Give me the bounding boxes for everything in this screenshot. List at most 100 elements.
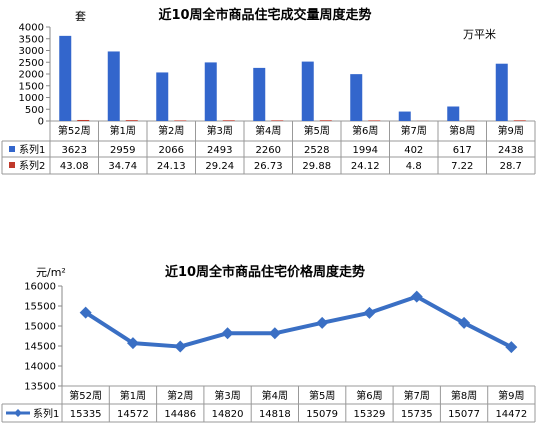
price-point [363, 307, 375, 319]
table-cell-series2: 28.7 [500, 161, 522, 172]
price-point [269, 327, 281, 339]
table-cell-series2: 24.12 [351, 161, 380, 172]
table-cell-series2: 34.74 [108, 161, 137, 172]
y-tick-label: 3000 [19, 46, 44, 57]
bar-series2 [368, 120, 380, 121]
y-tick-label: 0 [38, 117, 44, 128]
table-cell-series1: 2493 [207, 145, 232, 156]
y-tick-label: 1500 [19, 81, 44, 92]
bar-series2 [320, 120, 332, 121]
price-line-series1 [86, 297, 512, 348]
table-cell-series1: 2959 [110, 145, 135, 156]
bar-series1 [350, 74, 362, 121]
price-point [222, 327, 234, 339]
table-cell-series2: 7.22 [451, 161, 473, 172]
bar-series1 [447, 107, 459, 121]
category-label: 第1周 [110, 124, 136, 137]
category-label: 第3周 [214, 389, 240, 402]
table-cell-series1: 14572 [117, 409, 149, 420]
table-cell-series1: 402 [404, 145, 423, 156]
table-cell-series1: 15735 [401, 409, 433, 420]
table-cell-series1: 2438 [498, 145, 523, 156]
bar-series2 [223, 120, 235, 121]
legend-key-series2 [9, 162, 15, 168]
bar-series2 [77, 120, 89, 121]
category-label: 第52周 [69, 389, 102, 402]
category-label: 第8周 [451, 389, 477, 402]
category-label: 第3周 [207, 124, 233, 137]
category-label: 第4周 [262, 389, 288, 402]
bar-series1 [253, 68, 265, 121]
y-tick-label: 2500 [19, 58, 44, 69]
category-label: 第7周 [404, 389, 430, 402]
legend-label-series1: 系列1 [33, 407, 59, 420]
price-chart-title: 近10周全市商品住宅价格周度走势 [165, 264, 365, 280]
price-point [174, 341, 186, 353]
legend-key-marker [14, 409, 22, 417]
y-tick-label: 2000 [19, 70, 44, 81]
price-point [316, 317, 328, 329]
table-cell-series2: 29.88 [302, 161, 331, 172]
table-cell-series1: 2260 [256, 145, 281, 156]
table-cell-series2: 4.8 [406, 161, 422, 172]
table-cell-series1: 3623 [62, 145, 87, 156]
category-label: 第8周 [449, 124, 475, 137]
y-tick-label: 14000 [24, 362, 56, 373]
y-tick-label: 15000 [24, 322, 56, 333]
bar-series2 [174, 120, 186, 121]
y-tick-label: 14500 [24, 342, 56, 353]
table-cell-series1: 15079 [306, 409, 338, 420]
volume-left-unit: 套 [75, 10, 86, 23]
category-label: 第6周 [356, 389, 382, 402]
volume-chart-svg: 近10周全市商品住宅成交量周度走势 套 万平米 0500100015002000… [0, 0, 539, 190]
bar-series1 [302, 62, 314, 121]
table-cell-series1: 2528 [304, 145, 329, 156]
legend-label-series1: 系列1 [19, 143, 45, 156]
table-cell-series1: 14472 [495, 409, 527, 420]
category-label: 第7周 [401, 124, 427, 137]
table-cell-series1: 14820 [212, 409, 244, 420]
bar-series1 [496, 64, 508, 121]
bar-series2 [126, 120, 138, 121]
price-unit: 元/m² [36, 266, 66, 279]
category-label: 第6周 [352, 124, 378, 137]
y-tick-label: 3500 [19, 34, 44, 45]
bar-series1 [399, 112, 411, 121]
volume-chart-title: 近10周全市商品住宅成交量周度走势 [158, 7, 371, 23]
table-cell-series1: 14818 [259, 409, 291, 420]
category-label: 第5周 [309, 389, 335, 402]
y-tick-label: 500 [25, 105, 44, 116]
table-cell-series2: 29.24 [205, 161, 234, 172]
table-cell-series1: 2066 [159, 145, 184, 156]
price-chart-svg: 近10周全市商品住宅价格周度走势 元/m² 13500 14000 14500 150… [0, 256, 539, 431]
table-cell-series1: 14486 [164, 409, 196, 420]
legend-label-series2: 系列2 [19, 159, 45, 172]
y-tick-label: 13500 [24, 382, 56, 393]
bar-series2 [514, 120, 526, 121]
table-cell-series1: 617 [453, 145, 472, 156]
table-cell-series2: 26.73 [254, 161, 283, 172]
bar-series1 [59, 36, 71, 121]
price-chart: 近10周全市商品住宅价格周度走势 元/m² 13500 14000 14500 150… [0, 256, 539, 431]
bar-series2 [271, 120, 283, 121]
y-tick-label: 4000 [19, 23, 44, 34]
category-label: 第2周 [167, 389, 193, 402]
category-label: 第4周 [255, 124, 281, 137]
table-cell-series1: 1994 [353, 145, 378, 156]
y-tick-label: 16000 [24, 282, 56, 293]
table-cell-series2: 24.13 [157, 161, 186, 172]
bar-series1 [156, 72, 168, 121]
bar-series1 [108, 51, 120, 121]
table-cell-series1: 15335 [70, 409, 102, 420]
category-label: 第5周 [304, 124, 330, 137]
category-label: 第9周 [498, 124, 524, 137]
category-label: 第52周 [58, 124, 91, 137]
table-cell-series1: 15077 [448, 409, 480, 420]
category-label: 第2周 [158, 124, 184, 137]
category-label: 第1周 [120, 389, 146, 402]
table-cell-series2: 43.08 [60, 161, 89, 172]
y-tick-label: 1000 [19, 93, 44, 104]
category-label: 第9周 [498, 389, 524, 402]
volume-right-unit: 万平米 [463, 28, 496, 41]
